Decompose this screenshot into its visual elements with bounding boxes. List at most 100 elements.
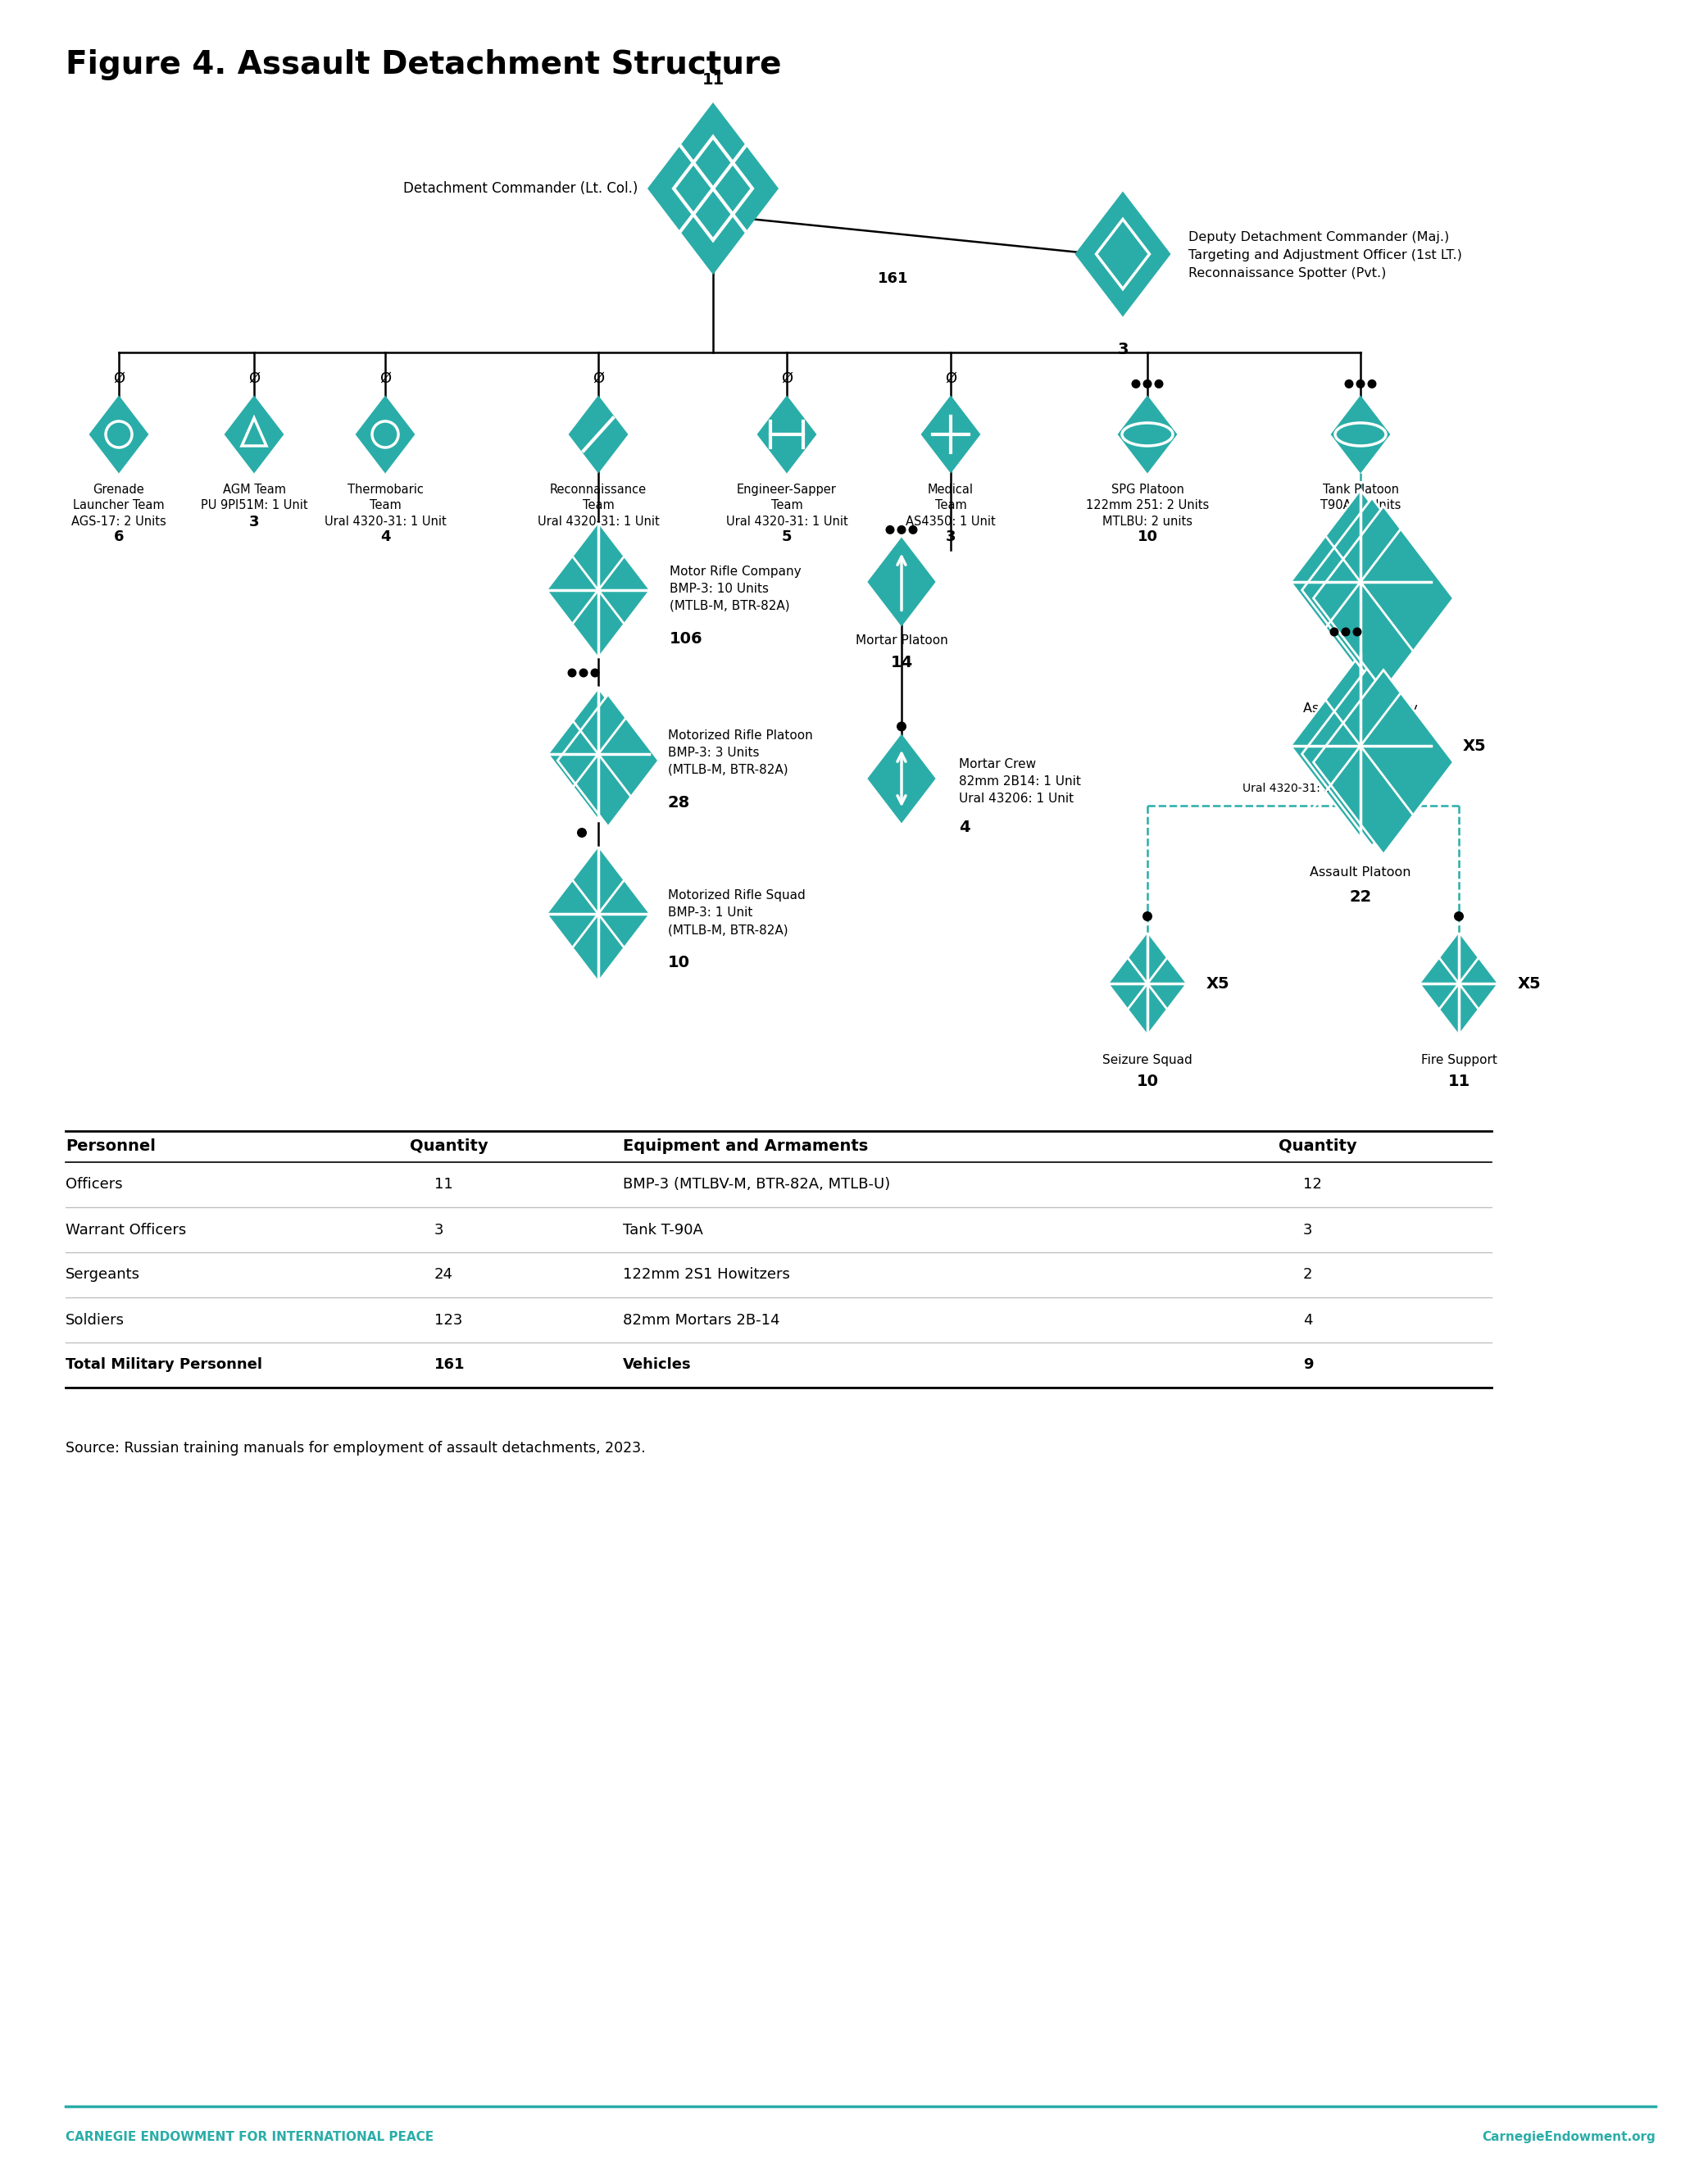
Text: Quantity: Quantity: [1279, 1138, 1356, 1155]
Text: 10: 10: [1138, 529, 1158, 544]
Polygon shape: [1291, 653, 1431, 838]
Text: 3: 3: [434, 1223, 444, 1238]
Text: Motor Rifle Company
BMP-3: 10 Units
(MTLB-M, BTR-82A): Motor Rifle Company BMP-3: 10 Units (MTL…: [670, 566, 801, 611]
Text: Ø: Ø: [113, 370, 125, 385]
Polygon shape: [1313, 670, 1454, 855]
Circle shape: [579, 668, 588, 677]
Text: 10: 10: [668, 955, 690, 970]
Circle shape: [1155, 379, 1163, 387]
Text: X5: X5: [1518, 975, 1541, 992]
Text: 14: 14: [890, 655, 912, 670]
Polygon shape: [569, 396, 629, 474]
Polygon shape: [355, 396, 415, 474]
Circle shape: [567, 668, 577, 677]
Text: Warrant Officers: Warrant Officers: [65, 1223, 186, 1238]
Polygon shape: [1313, 507, 1454, 690]
Text: Ural 4320-31: 5 Units: Ural 4320-31: 5 Units: [1243, 783, 1363, 794]
Text: 5: 5: [782, 529, 793, 544]
Text: 10: 10: [1136, 1073, 1158, 1090]
Text: 161: 161: [878, 272, 909, 285]
Text: 9: 9: [1303, 1358, 1313, 1373]
Text: 24: 24: [434, 1266, 453, 1282]
Text: Assault Platoon: Assault Platoon: [1310, 866, 1411, 879]
Text: Ø: Ø: [379, 370, 391, 385]
Text: 9: 9: [1356, 514, 1366, 529]
Text: 4: 4: [958, 820, 970, 836]
Text: Fire Support: Fire Support: [1421, 1053, 1496, 1066]
Text: BMP-3 (MTLBV-M, BTR-82A, MTLB-U): BMP-3 (MTLBV-M, BTR-82A, MTLB-U): [623, 1177, 890, 1192]
Polygon shape: [1291, 490, 1431, 675]
Circle shape: [591, 668, 600, 677]
Polygon shape: [548, 849, 649, 979]
Text: Officers: Officers: [65, 1177, 123, 1192]
Text: SPG Platoon
122mm 251: 2 Units
MTLBU: 2 units: SPG Platoon 122mm 251: 2 Units MTLBU: 2 …: [1086, 483, 1209, 529]
Text: Quantity: Quantity: [410, 1138, 488, 1155]
Text: Total Military Personnel: Total Military Personnel: [65, 1358, 263, 1373]
Circle shape: [1353, 627, 1361, 635]
Text: Ø: Ø: [248, 370, 260, 385]
Text: Ø: Ø: [593, 370, 605, 385]
Text: 3: 3: [946, 529, 956, 544]
Text: 11: 11: [434, 1177, 453, 1192]
Polygon shape: [1074, 191, 1170, 318]
Circle shape: [1356, 379, 1365, 387]
Text: CARNEGIE ENDOWMENT FOR INTERNATIONAL PEACE: CARNEGIE ENDOWMENT FOR INTERNATIONAL PEA…: [65, 2130, 434, 2143]
Polygon shape: [548, 688, 649, 820]
Text: Ø: Ø: [945, 370, 956, 385]
Circle shape: [885, 524, 895, 535]
Text: Deputy Detachment Commander (Maj.)
Targeting and Adjustment Officer (1st LT.)
Re: Deputy Detachment Commander (Maj.) Targe…: [1189, 231, 1462, 281]
Text: Source: Russian training manuals for employment of assault detachments, 2023.: Source: Russian training manuals for emp…: [65, 1441, 646, 1456]
Text: Ø: Ø: [781, 370, 793, 385]
Polygon shape: [921, 396, 980, 474]
Text: Tank T-90A: Tank T-90A: [623, 1223, 704, 1238]
Text: 11: 11: [702, 72, 724, 87]
Polygon shape: [1301, 498, 1442, 683]
Circle shape: [577, 827, 588, 838]
Text: Sergeants: Sergeants: [65, 1266, 140, 1282]
Text: Detachment Commander (Lt. Col.): Detachment Commander (Lt. Col.): [403, 181, 637, 196]
Text: Tank Platoon
T90A: 3 Units: Tank Platoon T90A: 3 Units: [1320, 483, 1401, 511]
Text: 22: 22: [1349, 890, 1372, 905]
Circle shape: [1331, 627, 1339, 635]
Polygon shape: [1301, 662, 1442, 846]
Text: 12: 12: [1303, 1177, 1322, 1192]
Text: Grenade
Launcher Team
AGS-17: 2 Units: Grenade Launcher Team AGS-17: 2 Units: [72, 483, 166, 529]
Polygon shape: [757, 396, 816, 474]
Circle shape: [1368, 379, 1377, 387]
Circle shape: [897, 524, 905, 535]
Circle shape: [1454, 912, 1464, 920]
Text: CarnegieEndowment.org: CarnegieEndowment.org: [1483, 2130, 1655, 2143]
Text: Assault Company: Assault Company: [1303, 703, 1418, 714]
Circle shape: [1143, 379, 1151, 387]
Circle shape: [897, 722, 907, 731]
Polygon shape: [1108, 934, 1185, 1034]
Text: Seizure Squad: Seizure Squad: [1102, 1053, 1192, 1066]
Text: 11: 11: [1448, 1073, 1471, 1090]
Text: 4: 4: [1303, 1312, 1312, 1327]
Polygon shape: [868, 733, 936, 823]
Polygon shape: [89, 396, 149, 474]
Text: Thermobaric
Team
Ural 4320-31: 1 Unit: Thermobaric Team Ural 4320-31: 1 Unit: [325, 483, 446, 529]
Text: Personnel: Personnel: [65, 1138, 155, 1155]
Text: 6: 6: [114, 529, 125, 544]
Circle shape: [909, 524, 917, 535]
Text: Motorized Rifle Platoon
BMP-3: 3 Units
(MTLB-M, BTR-82A): Motorized Rifle Platoon BMP-3: 3 Units (…: [668, 729, 813, 777]
Text: X5: X5: [1206, 975, 1230, 992]
Text: Figure 4. Assault Detachment Structure: Figure 4. Assault Detachment Structure: [65, 50, 782, 81]
Text: Soldiers: Soldiers: [65, 1312, 125, 1327]
Text: 82mm Mortars 2B-14: 82mm Mortars 2B-14: [623, 1312, 781, 1327]
Polygon shape: [1117, 396, 1177, 474]
Text: 123: 123: [434, 1312, 463, 1327]
Polygon shape: [224, 396, 284, 474]
Text: 106: 106: [670, 631, 704, 646]
Text: Vehicles: Vehicles: [623, 1358, 692, 1373]
Polygon shape: [647, 102, 779, 274]
Text: Reconnaissance
Team
Ural 4320-31: 1 Unit: Reconnaissance Team Ural 4320-31: 1 Unit: [538, 483, 659, 529]
Circle shape: [1131, 379, 1141, 387]
Text: Engineer-Sapper
Team
Ural 4320-31: 1 Unit: Engineer-Sapper Team Ural 4320-31: 1 Uni…: [726, 483, 847, 529]
Circle shape: [1143, 912, 1153, 920]
Text: 28: 28: [668, 794, 690, 812]
Text: Mortar Crew
82mm 2B14: 1 Unit
Ural 43206: 1 Unit: Mortar Crew 82mm 2B14: 1 Unit Ural 43206…: [958, 757, 1081, 805]
Text: 161: 161: [434, 1358, 465, 1373]
Text: 110: 110: [1344, 725, 1377, 740]
